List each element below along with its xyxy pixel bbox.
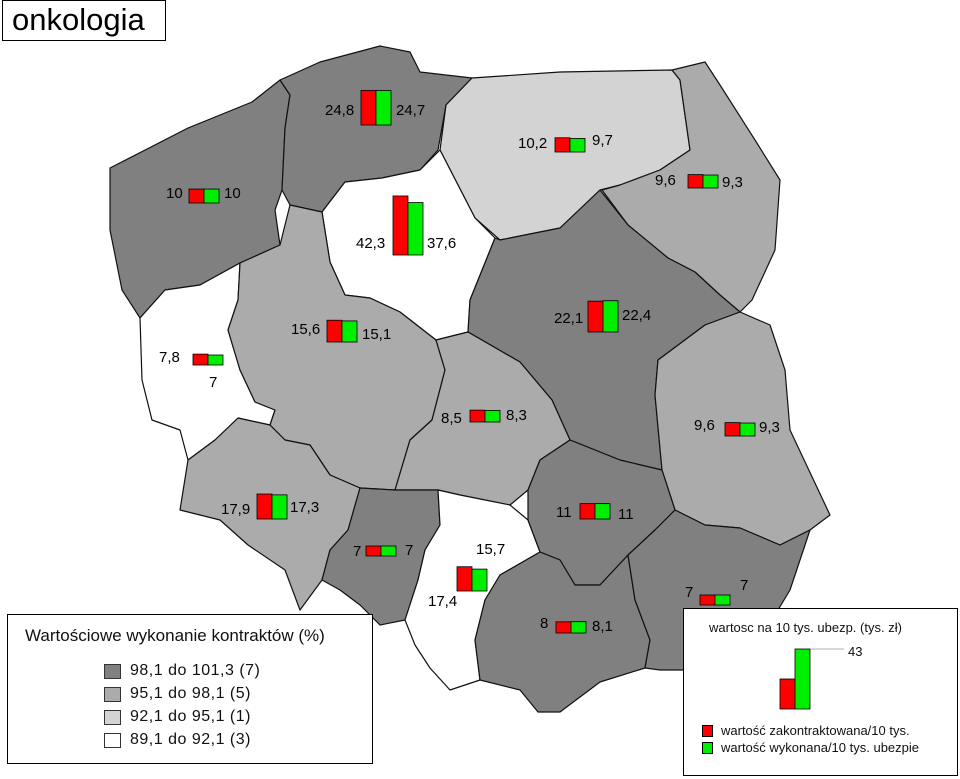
class-legend: Wartościowe wykonanie kontraktów (%) 98,… xyxy=(7,614,373,764)
bar-malopolskie-contracted xyxy=(555,621,572,634)
label-wielkopolskie-contracted: 15,6 xyxy=(291,321,320,338)
scale-bar-executed xyxy=(794,648,811,710)
bar-warminsko-mazurskie-contracted xyxy=(554,137,571,153)
bar-podlaskie-executed xyxy=(702,174,719,189)
label-lubuskie-contracted: 7,8 xyxy=(159,349,180,366)
region-labels: 10 10 24,8 24,7 10,2 9,7 9,6 9,3 42,3 37… xyxy=(159,102,780,635)
bar-wielkopolskie-executed xyxy=(341,320,358,343)
label-slaskie-executed: 15,7 xyxy=(476,541,505,558)
class-legend-label: 95,1 do 98,1 (5) xyxy=(130,685,251,702)
bar-zachodniopomorskie-contracted xyxy=(188,188,205,204)
bar-lubuskie-executed xyxy=(207,354,224,366)
bar-opolskie-executed xyxy=(380,545,397,557)
label-lubuskie-executed: 7 xyxy=(209,374,217,391)
contracted-label: wartość zakontraktowana/10 tys. xyxy=(721,723,910,738)
bar-lodzkie-contracted xyxy=(469,409,486,423)
label-kujawsko-pomorskie-executed: 37,6 xyxy=(427,235,456,252)
label-swietokrzyskie-executed: 11 xyxy=(618,506,634,523)
bar-pomorskie-executed xyxy=(375,90,392,126)
label-warminsko-mazurskie-executed: 9,7 xyxy=(592,132,613,149)
bar-lubelskie-contracted xyxy=(724,422,741,437)
label-lubelskie-executed: 9,3 xyxy=(759,419,780,436)
bar-layer xyxy=(188,89,756,634)
bar-podlaskie-contracted xyxy=(687,174,704,189)
executed-swatch xyxy=(702,742,713,754)
label-mazowieckie-contracted: 22,1 xyxy=(554,310,583,327)
label-malopolskie-contracted: 8 xyxy=(540,615,548,632)
label-podlaskie-contracted: 9,6 xyxy=(655,172,676,189)
label-lodzkie-executed: 8,3 xyxy=(506,407,527,424)
bar-legend-title: wartosc na 10 tys. ubezp. (tys. zł) xyxy=(709,620,902,635)
label-opolskie-contracted: 7 xyxy=(353,543,361,560)
label-mazowieckie-executed: 22,4 xyxy=(622,307,651,324)
label-kujawsko-pomorskie-contracted: 42,3 xyxy=(356,235,385,252)
label-lodzkie-contracted: 8,5 xyxy=(441,410,462,427)
bar-opolskie-contracted xyxy=(365,545,382,557)
bar-kujawsko-pomorskie-contracted xyxy=(392,195,409,256)
bar-lubelskie-executed xyxy=(739,422,756,437)
bar-legend-contracted: wartość zakontraktowana/10 tys. xyxy=(702,723,910,738)
label-podlaskie-executed: 9,3 xyxy=(722,174,743,191)
bar-kujawsko-pomorskie-executed xyxy=(407,202,424,256)
class-legend-label: 98,1 do 101,3 (7) xyxy=(130,662,261,679)
map-title: onkologia xyxy=(2,0,166,41)
label-slaskie-contracted: 17,4 xyxy=(428,593,457,610)
bar-lubuskie-contracted xyxy=(192,353,209,366)
label-dolnoslaskie-contracted: 17,9 xyxy=(221,501,250,518)
bar-legend: wartosc na 10 tys. ubezp. (tys. zł) 43 w… xyxy=(683,608,958,776)
bar-swietokrzyskie-contracted xyxy=(579,503,596,520)
scale-bar-contracted xyxy=(779,678,796,710)
class-legend-swatch xyxy=(104,664,121,679)
bar-legend-executed: wartość wykonana/10 tys. ubezpie xyxy=(702,740,919,755)
label-wielkopolskie-executed: 15,1 xyxy=(362,326,391,343)
class-legend-swatch xyxy=(104,710,121,725)
label-pomorskie-contracted: 24,8 xyxy=(325,102,354,119)
label-warminsko-mazurskie-contracted: 10,2 xyxy=(518,135,547,152)
scale-value: 43 xyxy=(848,644,862,659)
bar-malopolskie-executed xyxy=(570,621,587,634)
label-dolnoslaskie-executed: 17,3 xyxy=(290,499,319,516)
class-legend-swatch xyxy=(104,687,121,702)
label-podkarpackie-contracted: 7 xyxy=(685,584,693,601)
label-opolskie-executed: 7 xyxy=(405,542,413,559)
label-pomorskie-executed: 24,7 xyxy=(396,102,425,119)
class-legend-label: 92,1 do 95,1 (1) xyxy=(130,708,251,725)
bar-slaskie-contracted xyxy=(456,566,473,592)
bar-pomorskie-contracted xyxy=(360,89,377,126)
class-legend-label: 89,1 do 92,1 (3) xyxy=(130,731,251,748)
bar-wielkopolskie-contracted xyxy=(326,319,343,343)
bar-podkarpackie-contracted xyxy=(699,594,716,606)
bar-dolnoslaskie-contracted xyxy=(256,493,273,520)
class-legend-title: Wartościowe wykonanie kontraktów (%) xyxy=(25,626,325,645)
bar-zachodniopomorskie-executed xyxy=(203,188,220,204)
class-legend-swatch xyxy=(104,733,121,748)
bar-dolnoslaskie-executed xyxy=(271,494,288,520)
label-lubelskie-contracted: 9,6 xyxy=(694,417,715,434)
contracted-swatch xyxy=(702,725,713,737)
bar-warminsko-mazurskie-executed xyxy=(569,138,586,153)
bar-lodzkie-executed xyxy=(484,410,501,423)
executed-label: wartość wykonana/10 tys. ubezpie xyxy=(721,740,919,755)
bar-slaskie-executed xyxy=(471,568,488,592)
bar-swietokrzyskie-executed xyxy=(594,503,611,520)
label-swietokrzyskie-contracted: 11 xyxy=(556,504,572,521)
label-zachodniopomorskie-executed: 10 xyxy=(224,185,241,202)
bar-legend-scale: 43 xyxy=(779,644,862,710)
bar-mazowieckie-contracted xyxy=(587,300,604,333)
label-malopolskie-executed: 8,1 xyxy=(592,618,613,635)
bar-mazowieckie-executed xyxy=(602,300,619,333)
label-zachodniopomorskie-contracted: 10 xyxy=(166,185,183,202)
bar-podkarpackie-executed xyxy=(714,594,731,606)
label-podkarpackie-executed: 7 xyxy=(740,577,748,594)
